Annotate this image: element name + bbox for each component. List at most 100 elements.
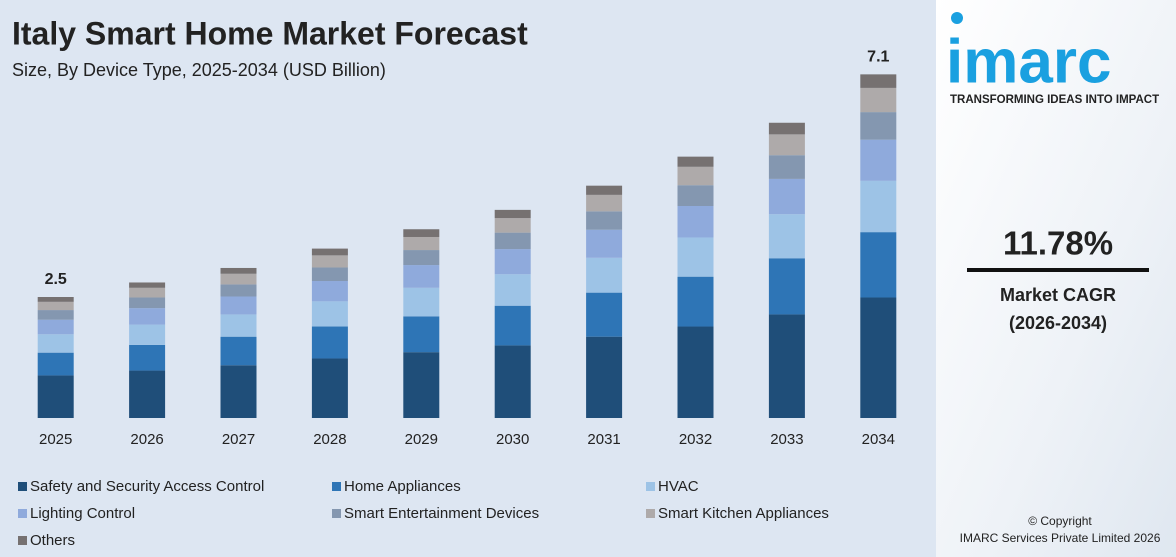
sidebar-background [936, 0, 1176, 557]
x-tick-label: 2031 [587, 431, 620, 448]
legend-label: HVAC [658, 478, 699, 495]
total-label: 2.5 [45, 271, 67, 288]
legend-swatch [332, 482, 341, 491]
bar-segment [494, 249, 531, 275]
bar-segment [768, 258, 805, 315]
bar-segment [311, 255, 348, 268]
legend-label: Smart Entertainment Devices [344, 505, 539, 522]
chart-subtitle: Size, By Device Type, 2025-2034 (USD Bil… [12, 60, 386, 80]
bar-segment [37, 319, 74, 335]
bar-segment [586, 292, 623, 337]
legend-label: Smart Kitchen Appliances [658, 505, 829, 522]
x-tick-label: 2026 [130, 431, 163, 448]
bar-segment [860, 139, 897, 181]
bar-segment [403, 236, 440, 251]
bar-segment [129, 297, 166, 309]
bar-segment [768, 214, 805, 259]
cagr-period: (2026-2034) [1009, 313, 1107, 333]
bar-segment [129, 308, 166, 325]
legend-swatch [646, 482, 655, 491]
bar-segment [586, 211, 623, 230]
bar-segment [311, 326, 348, 359]
total-label: 7.1 [867, 49, 889, 66]
bar-segment [311, 267, 348, 282]
logo: imarc [946, 27, 1111, 96]
bar-segment [860, 180, 897, 233]
bar-segment [860, 87, 897, 113]
legend-swatch [18, 509, 27, 518]
bar-segment [129, 282, 166, 288]
chart-title: Italy Smart Home Market Forecast [12, 15, 528, 51]
bar-segment [220, 273, 257, 285]
bar-segment [37, 310, 74, 320]
bar-segment [311, 281, 348, 302]
bar-segment [220, 267, 257, 274]
bar-segment [37, 297, 74, 302]
tagline: TRANSFORMING IDEAS INTO IMPACT [950, 94, 1159, 106]
x-tick-label: 2025 [39, 431, 72, 448]
bar-segment [860, 74, 897, 88]
bar-segment [129, 370, 166, 418]
bar-segment [586, 257, 623, 293]
x-tick-label: 2029 [405, 431, 438, 448]
bar-segment [677, 185, 714, 207]
bar-segment [403, 250, 440, 266]
legend-swatch [646, 509, 655, 518]
bar-segment [311, 301, 348, 327]
bar-segment [586, 229, 623, 258]
bar-segment [494, 274, 531, 306]
x-tick-label: 2027 [222, 431, 255, 448]
bar-segment [494, 218, 531, 233]
x-tick-label: 2032 [679, 431, 712, 448]
bar-segment [220, 365, 257, 418]
bar-segment [768, 122, 805, 135]
bar-segment [586, 336, 623, 418]
bar-segment [494, 305, 531, 346]
bar-segment [403, 287, 440, 317]
legend-label: Lighting Control [30, 505, 135, 522]
x-tick-label: 2030 [496, 431, 529, 448]
bar-segment [37, 375, 74, 418]
bar-segment [860, 232, 897, 298]
bar-segment [860, 297, 897, 418]
bar-segment [768, 314, 805, 418]
bar-segment [403, 316, 440, 353]
bar-segment [403, 265, 440, 288]
bar-segment [768, 155, 805, 179]
bar-segment [403, 229, 440, 237]
bar-segment [677, 276, 714, 327]
bar-segment [129, 324, 166, 345]
bar-segment [220, 336, 257, 366]
bar-segment [311, 248, 348, 256]
bar-segment [677, 326, 714, 418]
bar-segment [768, 134, 805, 156]
cagr-value: 11.78% [1003, 225, 1113, 262]
bar-segment [129, 344, 166, 371]
copyright: © Copyright [1028, 514, 1092, 528]
x-tick-label: 2033 [770, 431, 803, 448]
legend-swatch [18, 536, 27, 545]
bar-segment [129, 287, 166, 298]
x-tick-label: 2028 [313, 431, 346, 448]
bar-segment [677, 206, 714, 238]
cagr-label: Market CAGR [1000, 285, 1116, 305]
legend-label: Others [30, 532, 75, 549]
legend-label: Home Appliances [344, 478, 461, 495]
legend-swatch [332, 509, 341, 518]
bar-segment [220, 314, 257, 337]
bar-segment [677, 156, 714, 167]
bar-segment [311, 358, 348, 418]
bar-segment [37, 301, 74, 311]
bar-segment [768, 178, 805, 215]
bar-segment [37, 352, 74, 376]
bar-segment [494, 232, 531, 250]
bar-segment [494, 345, 531, 418]
bar-segment [677, 237, 714, 277]
bar-segment [403, 352, 440, 418]
bar-segment [586, 185, 623, 195]
legend-label: Safety and Security Access Control [30, 478, 264, 495]
logo-dot [951, 12, 963, 24]
bar-segment [586, 194, 623, 212]
x-tick-label: 2034 [862, 431, 895, 448]
